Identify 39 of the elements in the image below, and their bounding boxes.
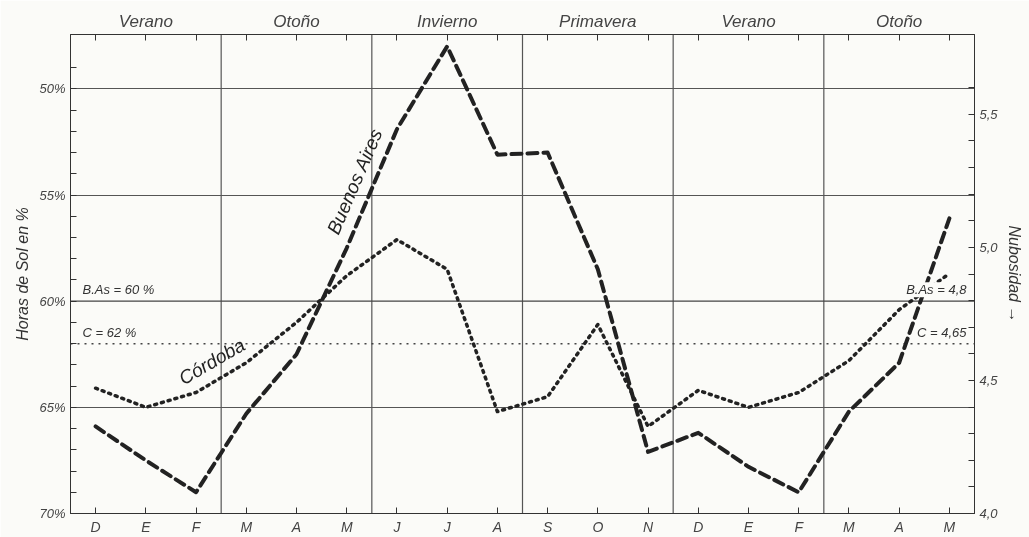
y-axis-title: Horas de Sol en % — [14, 207, 32, 341]
x-tick-label: J — [442, 518, 452, 535]
x-tick-label: D — [90, 518, 101, 535]
x-tick-label: M — [943, 518, 956, 535]
text: Invierno — [416, 11, 478, 31]
x-tick-label: M — [843, 518, 856, 535]
y-tick-label: 70% — [39, 506, 66, 521]
x-tick-label: F — [191, 518, 202, 535]
y-tick-label: 65% — [39, 399, 66, 415]
x-tick-label: O — [592, 518, 604, 535]
y2-tick-label: 5,0 — [979, 239, 999, 255]
x-tick-label: S — [542, 518, 553, 535]
annotation: C = 4,65 — [916, 324, 968, 340]
x-tick-label: M — [340, 518, 353, 535]
annotation: B.As = 4,8 — [906, 282, 968, 298]
x-tick-label: E — [141, 518, 152, 535]
text: Verano — [721, 11, 776, 31]
y2-tick-label: 5,5 — [979, 106, 999, 122]
y2-tick-label: 4,5 — [979, 372, 999, 388]
x-tick-label: A — [893, 518, 904, 535]
y-tick-label: 55% — [39, 187, 66, 203]
x-tick-label: M — [240, 518, 253, 535]
y2-axis-title: Nubosidad → — [1005, 225, 1023, 323]
y-tick-label: 50% — [39, 81, 66, 97]
x-tick-label: A — [290, 518, 302, 535]
x-tick-label: E — [743, 518, 754, 535]
ref-line-label: B.As = 60 % — [82, 282, 155, 298]
y2-tick-label: 4,0 — [979, 506, 999, 521]
x-tick-label: A — [491, 518, 503, 535]
x-tick-label: D — [693, 518, 704, 535]
text: Otoño — [273, 11, 320, 31]
text: Otoño — [876, 11, 923, 31]
x-tick-label: N — [643, 518, 654, 535]
text: Verano — [118, 11, 173, 31]
ref-line-label: C = 62 % — [82, 324, 137, 340]
text: Primavera — [559, 11, 637, 31]
x-tick-label: J — [392, 518, 402, 535]
y-tick-label: 60% — [39, 293, 66, 309]
x-tick-label: F — [794, 518, 805, 535]
